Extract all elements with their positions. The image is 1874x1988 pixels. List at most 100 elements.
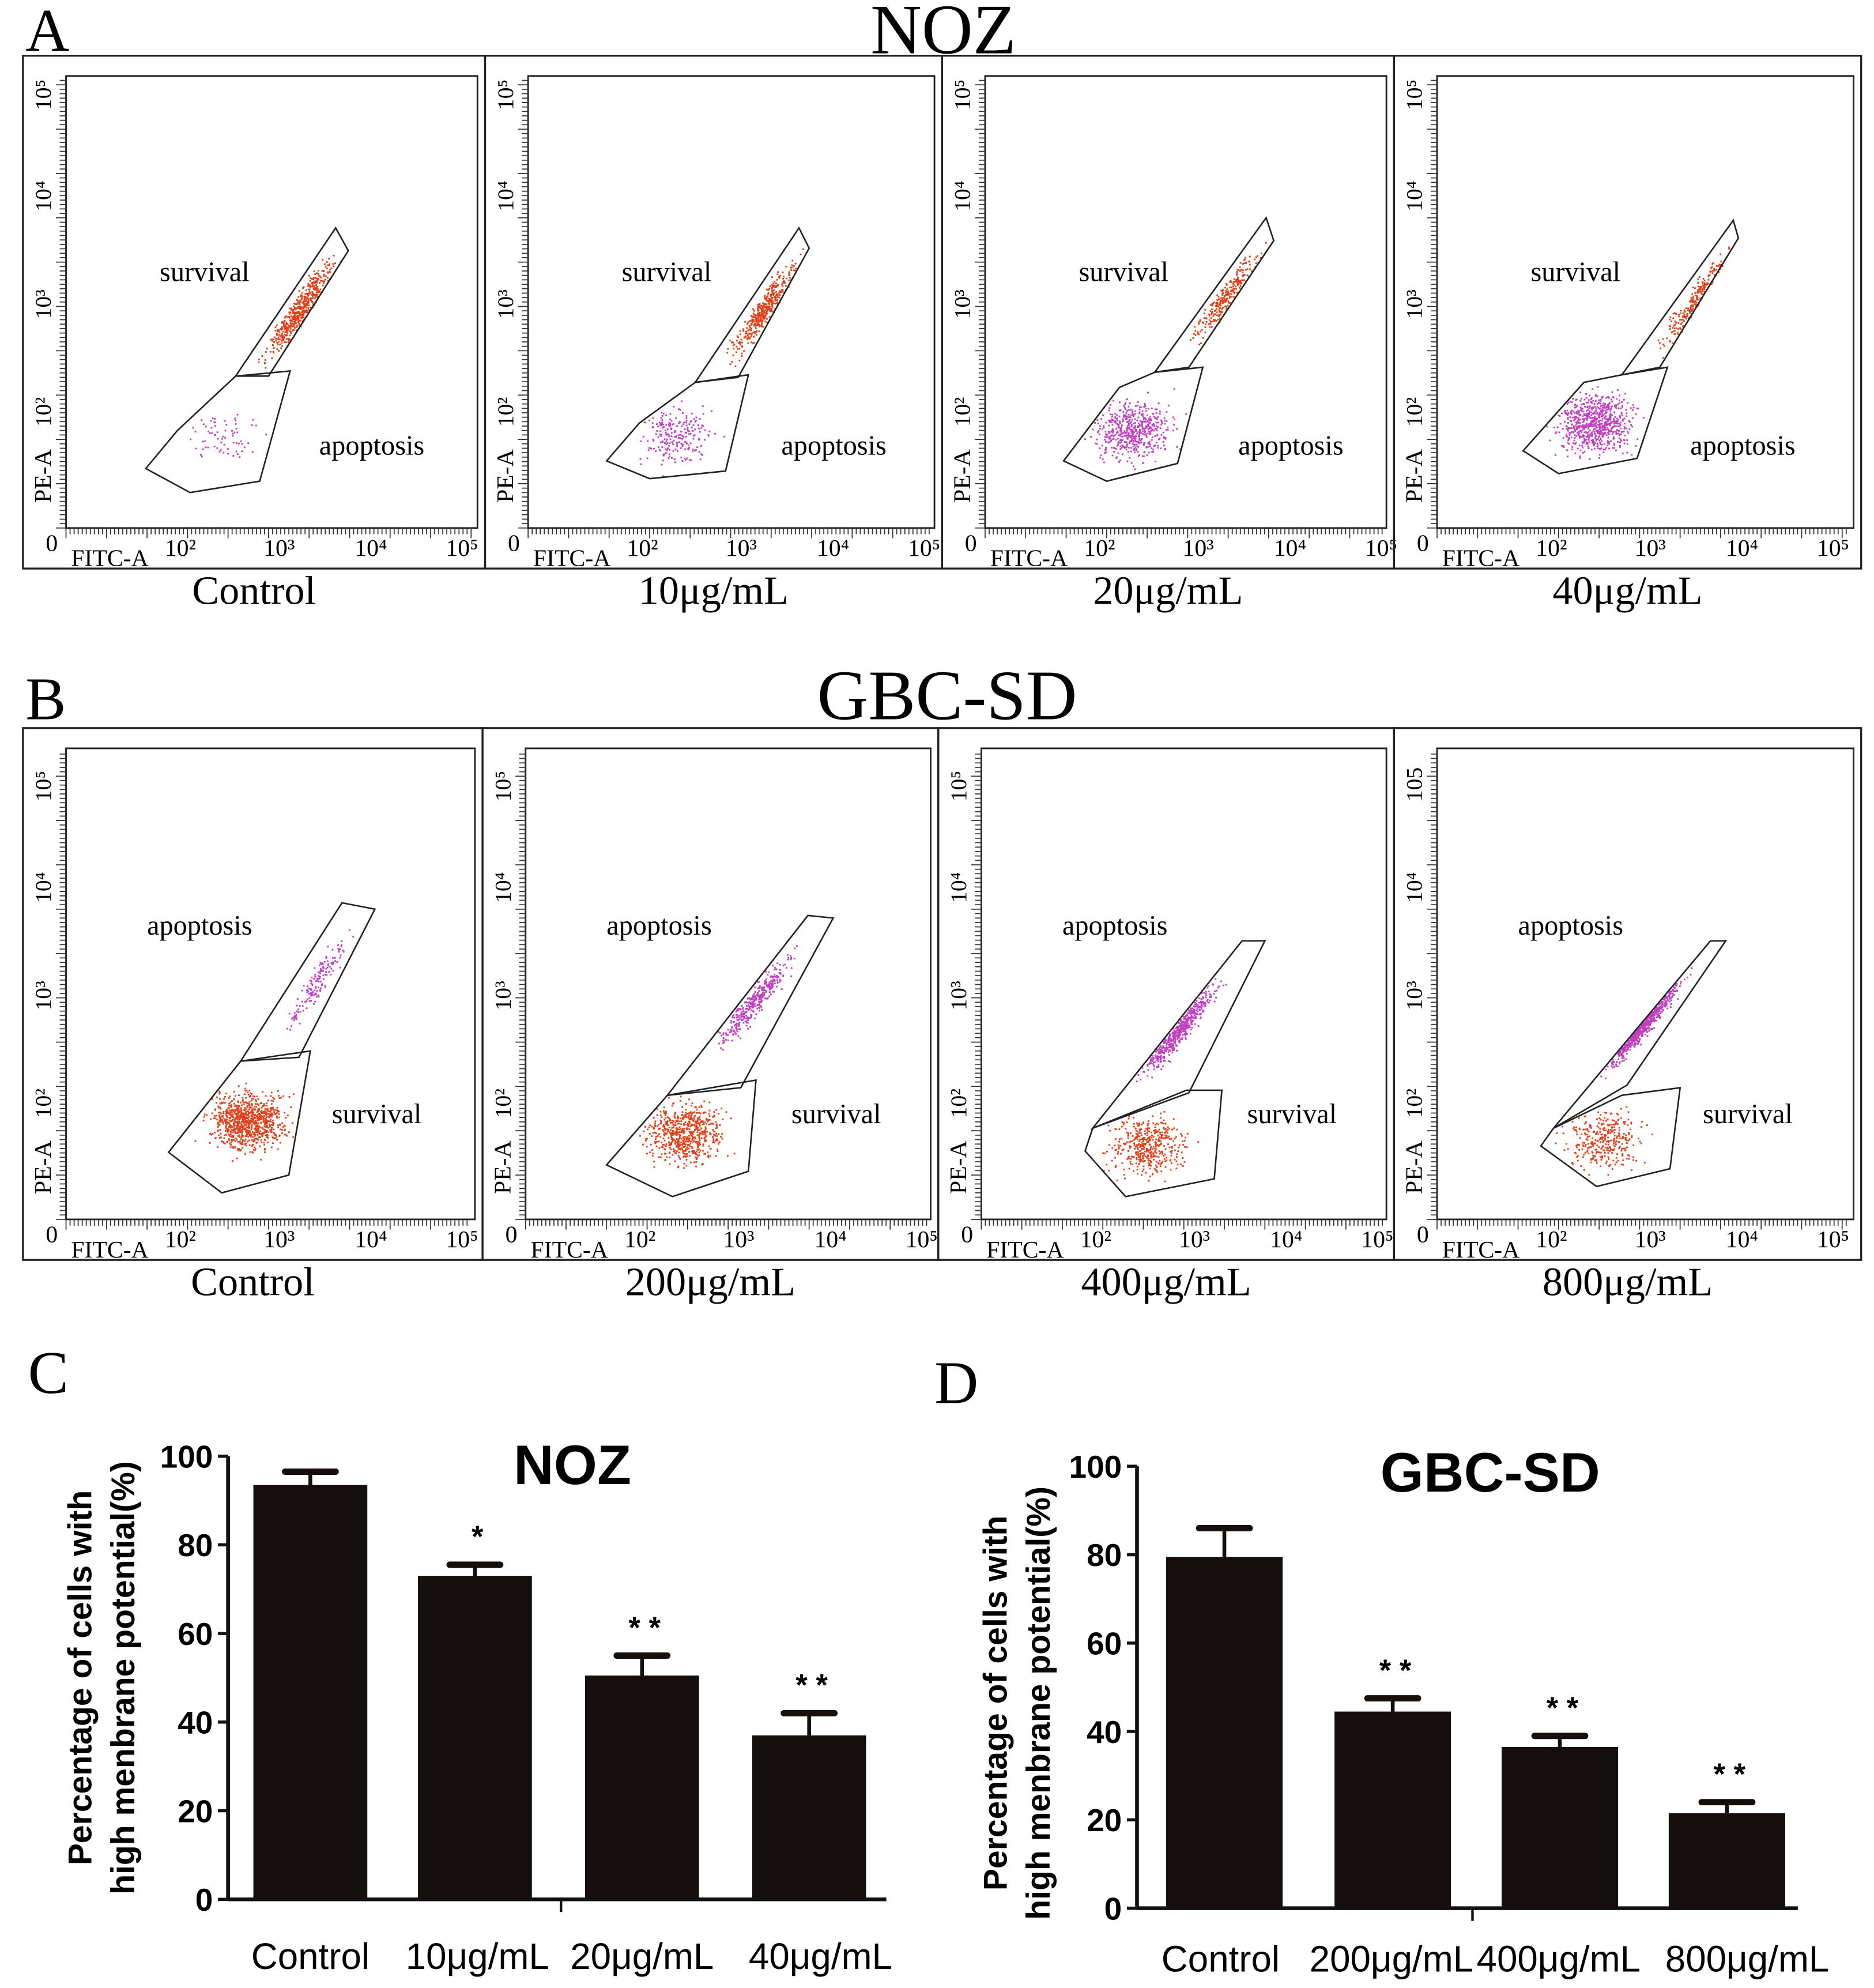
event-dot bbox=[1687, 309, 1689, 311]
event-dot bbox=[1232, 288, 1234, 290]
event-dot bbox=[1164, 438, 1167, 440]
event-dot bbox=[1616, 420, 1618, 423]
event-dot bbox=[258, 1113, 260, 1115]
event-dot bbox=[301, 311, 303, 314]
event-dot bbox=[303, 311, 305, 314]
x-tick-label: 10⁴ bbox=[1274, 535, 1306, 562]
event-dot bbox=[1134, 429, 1137, 431]
event-dot bbox=[304, 303, 307, 305]
event-dot bbox=[319, 964, 320, 966]
event-dot bbox=[252, 1151, 254, 1154]
event-dot bbox=[1585, 401, 1588, 404]
event-dot bbox=[1121, 447, 1123, 449]
event-dot bbox=[282, 322, 285, 324]
event-dot bbox=[1105, 421, 1107, 424]
event-dot bbox=[1599, 408, 1601, 410]
event-dot bbox=[1615, 404, 1617, 406]
event-dot bbox=[284, 341, 285, 343]
event-dot bbox=[1151, 407, 1153, 409]
event-dot bbox=[297, 301, 300, 303]
event-dot bbox=[737, 348, 738, 350]
event-dot bbox=[248, 1123, 251, 1125]
x-tick-label: 10⁴ bbox=[355, 1226, 387, 1253]
event-dot bbox=[749, 320, 752, 322]
event-dot bbox=[1563, 411, 1566, 413]
event-dot bbox=[762, 307, 764, 310]
event-dot bbox=[1194, 334, 1197, 336]
event-dot bbox=[294, 317, 296, 319]
event-dot bbox=[311, 291, 314, 293]
event-dot bbox=[1225, 291, 1227, 293]
event-dot bbox=[1134, 439, 1136, 441]
event-dot bbox=[1592, 421, 1594, 423]
event-dot bbox=[1578, 425, 1581, 427]
event-dot bbox=[755, 318, 757, 320]
event-dot bbox=[1164, 437, 1167, 439]
event-dot bbox=[251, 1126, 253, 1128]
event-dot bbox=[659, 441, 662, 443]
event-dot bbox=[241, 1132, 243, 1134]
event-dot bbox=[233, 1125, 236, 1127]
event-dot bbox=[314, 989, 316, 992]
event-dot bbox=[1583, 413, 1585, 415]
event-dot bbox=[1583, 418, 1585, 420]
event-dot bbox=[1585, 435, 1588, 438]
event-dot bbox=[310, 306, 312, 308]
event-dot bbox=[1597, 432, 1599, 434]
event-dot bbox=[314, 294, 316, 296]
event-dot bbox=[794, 269, 796, 272]
event-dot bbox=[330, 973, 332, 976]
lower-gate-label: apoptosis bbox=[781, 430, 886, 461]
event-dot bbox=[207, 446, 209, 449]
event-dot bbox=[1111, 428, 1114, 430]
event-dot bbox=[665, 424, 668, 426]
event-dot bbox=[1587, 434, 1589, 436]
event-dot bbox=[254, 1146, 255, 1149]
event-dot bbox=[244, 1090, 247, 1092]
event-dot bbox=[1558, 415, 1560, 416]
event-dot bbox=[1140, 441, 1143, 443]
event-dot bbox=[281, 326, 283, 328]
axis-ticks bbox=[975, 80, 1383, 539]
event-dot bbox=[1119, 435, 1121, 437]
plot-area bbox=[527, 75, 936, 529]
event-dot bbox=[1138, 438, 1141, 440]
event-dot bbox=[767, 289, 770, 291]
event-dot bbox=[1125, 427, 1128, 430]
event-dot bbox=[296, 1016, 297, 1019]
event-dot bbox=[1597, 447, 1600, 449]
event-dot bbox=[302, 287, 304, 289]
event-dot bbox=[286, 316, 288, 318]
event-dot bbox=[276, 348, 278, 351]
event-dot bbox=[684, 457, 686, 460]
event-dot bbox=[289, 326, 291, 329]
event-dot bbox=[224, 1120, 226, 1122]
event-dot bbox=[669, 438, 672, 440]
event-dot bbox=[1119, 442, 1121, 444]
event-dot bbox=[306, 309, 308, 311]
event-dot bbox=[1173, 418, 1175, 420]
y-axis-label: PE-A bbox=[30, 449, 56, 503]
event-dot bbox=[1627, 432, 1630, 434]
event-dot bbox=[286, 327, 288, 330]
event-dot bbox=[694, 449, 696, 451]
event-dot bbox=[318, 995, 320, 997]
event-dot bbox=[788, 271, 790, 273]
event-dot bbox=[1212, 304, 1213, 307]
event-dot bbox=[1115, 428, 1118, 430]
event-dot bbox=[672, 450, 674, 452]
event-dot bbox=[665, 432, 667, 435]
event-dot bbox=[1202, 337, 1204, 339]
event-dot bbox=[1141, 422, 1143, 424]
event-dot bbox=[281, 345, 283, 347]
event-dot bbox=[1573, 427, 1575, 430]
event-dot bbox=[1143, 462, 1145, 464]
event-dot bbox=[1133, 431, 1136, 434]
event-dot bbox=[1105, 446, 1107, 449]
event-dot bbox=[1586, 423, 1588, 424]
event-dot bbox=[1097, 423, 1099, 424]
event-dot bbox=[1236, 274, 1238, 276]
event-dot bbox=[1110, 404, 1112, 406]
event-dot bbox=[205, 426, 207, 428]
upper-gate-events bbox=[726, 248, 804, 367]
